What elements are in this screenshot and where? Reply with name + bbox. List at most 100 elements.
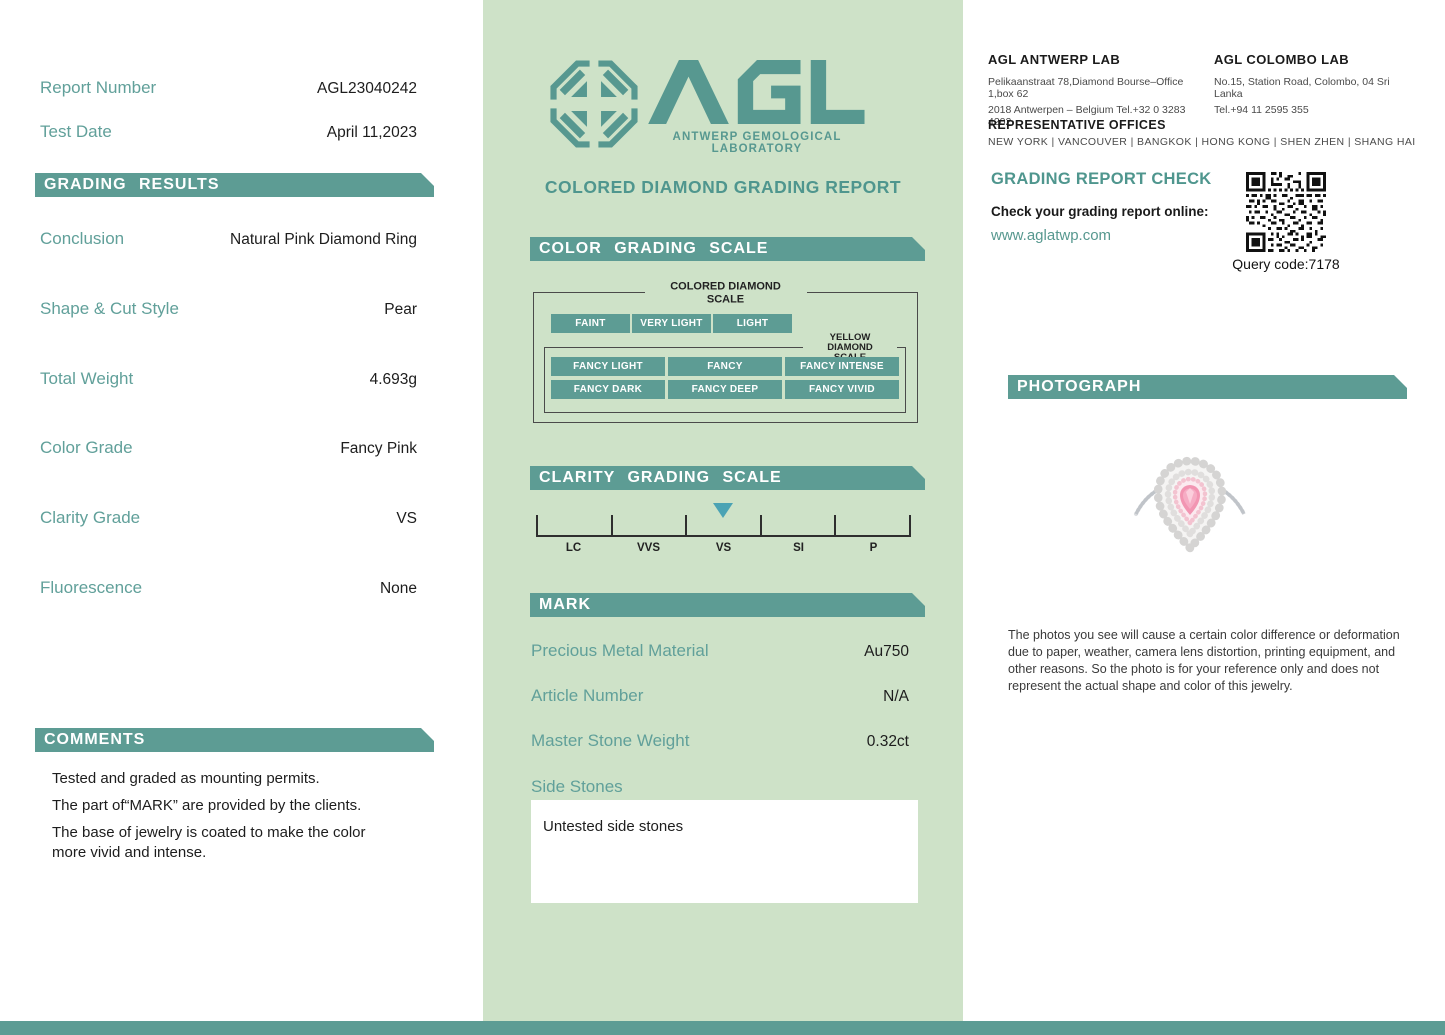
comment-line: The base of jewelry is coated to make th… — [52, 824, 366, 861]
comments-banner: COMMENTS — [35, 728, 434, 752]
row-label: Color Grade — [40, 438, 133, 457]
photograph-banner: PHOTOGRAPH — [1008, 375, 1407, 399]
scale-cell-very-light: VERY LIGHT — [632, 314, 711, 333]
grading-row-conclusion: Conclusion Natural Pink Diamond Ring — [40, 229, 417, 249]
grading-results-banner: GRADING RESULTS — [35, 173, 434, 197]
row-value: VS — [396, 510, 417, 527]
lab-address: Pelikaanstraat 78,Diamond Bourse–Office … — [988, 76, 1184, 100]
representative-offices-list: NEW YORK | VANCOUVER | BANGKOK | HONG KO… — [988, 136, 1416, 148]
grading-row-color: Color Grade Fancy Pink — [40, 438, 417, 458]
clarity-label-vs: VS — [715, 542, 732, 554]
comment-line: Tested and graded as mounting permits. — [52, 770, 320, 787]
grading-row-fluorescence: Fluorescence None — [40, 578, 417, 598]
scale-cell-fancy: FANCY — [668, 357, 782, 376]
mark-row-article: Article Number N/A — [531, 686, 909, 706]
ruler-segment — [536, 515, 611, 535]
colored-diamond-scale-box: COLORED DIAMOND SCALE FAINT VERY LIGHT L… — [533, 280, 918, 423]
lab-name: AGL ANTWERP LAB — [988, 52, 1121, 67]
row-label: Precious Metal Material — [531, 641, 709, 660]
scale-cell-fancy-dark: FANCY DARK — [551, 380, 665, 399]
row-label: Article Number — [531, 686, 644, 705]
scale-cell-faint: FAINT — [551, 314, 630, 333]
grading-row-weight: Total Weight 4.693g — [40, 369, 417, 389]
representative-offices-title: REPRESENTATIVE OFFICES — [988, 118, 1166, 132]
antwerp-lab-block: AGL ANTWERP LAB Pelikaanstraat 78,Diamon… — [988, 52, 1206, 128]
side-stones-value: Untested side stones — [543, 818, 684, 835]
scale-cell-light: LIGHT — [713, 314, 792, 333]
clarity-grading-scale-banner: CLARITY GRADING SCALE — [530, 466, 925, 490]
ruler-segment — [610, 515, 686, 535]
lab-name: AGL COLOMBO LAB — [1214, 52, 1350, 67]
agl-tagline: ANTWERP GEMOLOGICAL LABORATORY — [672, 131, 842, 155]
lab-address: Tel.+94 11 2595 355 — [1214, 104, 1309, 116]
clarity-label-si: SI — [793, 542, 804, 554]
scale-cell-fancy-light: FANCY LIGHT — [551, 357, 665, 376]
clarity-ruler — [536, 515, 911, 537]
photo-disclaimer: The photos you see will cause a certain … — [1008, 628, 1400, 693]
mark-row-metal: Precious Metal Material Au750 — [531, 641, 909, 661]
label-line: SCALE — [706, 293, 745, 305]
mark-banner: MARK — [530, 593, 925, 617]
fancy-scale-row-1: FANCY LIGHT FANCY FANCY INTENSE — [551, 357, 899, 376]
comment-line: The part of“MARK” are provided by the cl… — [52, 797, 362, 814]
report-number-row: Report Number AGL23040242 — [40, 78, 417, 98]
agl-wordmark — [648, 60, 865, 124]
footer-bar — [0, 1021, 1445, 1035]
clarity-label-p: P — [869, 542, 878, 554]
side-stones-box: Untested side stones — [531, 800, 918, 903]
clarity-marker-icon — [713, 503, 733, 518]
scale-cell-fancy-intense: FANCY INTENSE — [785, 357, 899, 376]
light-scale-row: FAINT VERY LIGHT LIGHT — [551, 314, 792, 333]
clarity-label-vvs: VVS — [636, 542, 660, 554]
report-check-url-link[interactable]: www.aglatwp.com — [991, 227, 1112, 244]
ruler-segment — [834, 515, 909, 535]
lab-address: No.15, Station Road, Colombo, 04 Sri Lan… — [1214, 76, 1390, 100]
row-value: 0.32ct — [866, 733, 909, 750]
row-label: Master Stone Weight — [531, 731, 690, 750]
fancy-scale-row-2: FANCY DARK FANCY DEEP FANCY VIVID — [551, 380, 899, 399]
side-stones-label: Side Stones — [531, 777, 623, 796]
mark-row-master-stone: Master Stone Weight 0.32ct — [531, 731, 909, 751]
ruler-segment — [685, 515, 760, 535]
row-label: Fluorescence — [40, 578, 143, 597]
row-value: 4.693g — [369, 371, 417, 388]
label-line: COLORED DIAMOND — [670, 280, 781, 293]
row-label: Conclusion — [40, 229, 125, 248]
report-title: COLORED DIAMOND GRADING REPORT — [544, 177, 902, 197]
grading-report-check-title: GRADING REPORT CHECK — [991, 170, 1212, 188]
ruler-segment — [759, 515, 835, 535]
report-number-label: Report Number — [40, 78, 157, 97]
test-date-value: April 11,2023 — [326, 124, 417, 141]
row-value: Natural Pink Diamond Ring — [230, 231, 417, 248]
row-label: Clarity Grade — [40, 508, 141, 527]
agl-emblem-icon — [550, 60, 638, 148]
report-number-value: AGL23040242 — [317, 80, 417, 97]
scale-cell-fancy-deep: FANCY DEEP — [668, 380, 782, 399]
lab-address: 2018 Antwerpen – Belgium Tel.+32 0 3283 … — [988, 104, 1186, 128]
colombo-lab-block: AGL COLOMBO LAB No.15, Station Road, Col… — [1214, 52, 1414, 116]
report-check-prompt: Check your grading report online: — [991, 204, 1209, 219]
query-code: Query code:7178 — [1232, 256, 1340, 272]
ring-photo — [1134, 456, 1246, 555]
color-grading-scale-banner: COLOR GRADING SCALE — [530, 237, 925, 261]
row-label: Total Weight — [40, 369, 134, 388]
row-value: N/A — [883, 688, 909, 705]
scale-cell-fancy-vivid: FANCY VIVID — [785, 380, 899, 399]
row-value: Fancy Pink — [340, 440, 417, 457]
row-value: None — [379, 580, 417, 597]
grading-row-shape: Shape & Cut Style Pear — [40, 299, 417, 319]
qr-code-image — [1246, 172, 1326, 252]
test-date-label: Test Date — [40, 122, 112, 141]
row-value: Au750 — [864, 643, 909, 660]
clarity-ruler-labels: LC VVS VS SI P — [536, 542, 911, 554]
clarity-label-lc: LC — [565, 542, 582, 554]
row-label: Shape & Cut Style — [40, 299, 179, 318]
colored-diamond-scale-label: COLORED DIAMOND SCALE — [644, 280, 807, 306]
agl-wordmark-text: AGL — [0, 0, 1, 1]
test-date-row: Test Date April 11,2023 — [40, 122, 417, 142]
label-line: YELLOW DIAMOND — [827, 332, 873, 353]
row-value: Pear — [384, 301, 417, 318]
yellow-diamond-scale-box: YELLOW DIAMOND SCALE FANCY LIGHT FANCY F… — [544, 333, 906, 413]
grading-row-clarity: Clarity Grade VS — [40, 508, 417, 528]
